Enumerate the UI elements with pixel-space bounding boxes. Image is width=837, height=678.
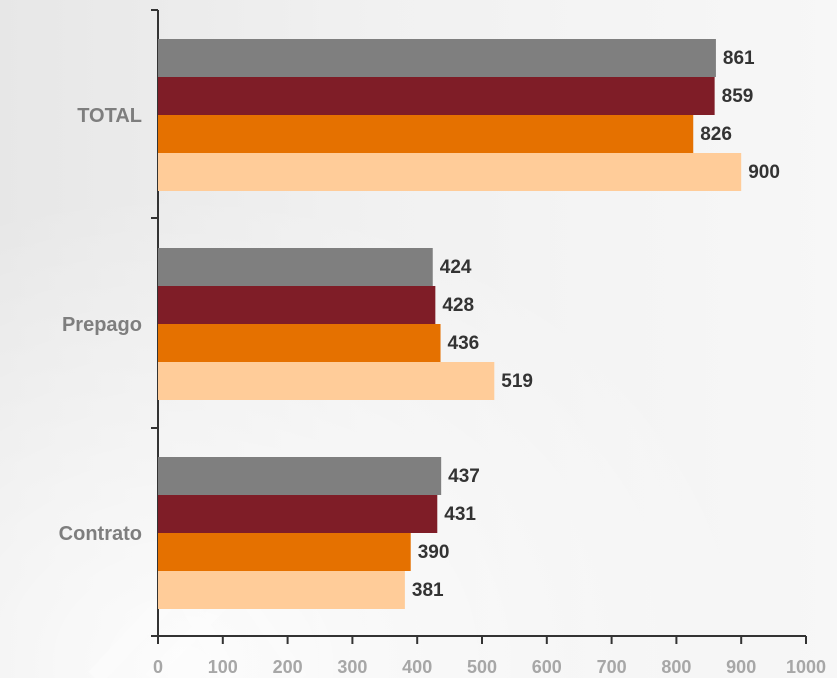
- x-axis-tick-label: 700: [597, 657, 627, 677]
- bar-value-label: 436: [448, 333, 480, 354]
- x-axis-tick-label: 100: [208, 657, 238, 677]
- bar: [158, 362, 495, 400]
- bar: [158, 571, 405, 609]
- bar: [158, 324, 441, 362]
- bar-value-label: 826: [700, 124, 732, 145]
- bar-value-label: 431: [444, 504, 476, 525]
- x-axis-tick-label: 1000: [786, 657, 826, 677]
- category-label: Contrato: [59, 523, 142, 545]
- x-axis-tick-label: 400: [402, 657, 432, 677]
- labels-layer: 0 100 200 300 400 500 600 700 800 900 1000 TOTAL 861…: [59, 48, 826, 677]
- category-label: TOTAL: [77, 105, 142, 127]
- bar-value-label: 428: [442, 295, 474, 316]
- bar-value-label: 861: [723, 48, 755, 69]
- x-axis-tick-label: 0: [153, 657, 163, 677]
- x-axis-tick-label: 200: [273, 657, 303, 677]
- bar: [158, 495, 438, 533]
- bar-value-label: 381: [412, 580, 444, 601]
- bar: [158, 533, 411, 571]
- bar: [158, 286, 436, 324]
- bar: [158, 115, 694, 153]
- category-label: Prepago: [62, 314, 142, 336]
- bar-value-label: 859: [722, 86, 754, 107]
- x-axis-tick-label: 800: [661, 657, 691, 677]
- bar-value-label: 437: [448, 466, 480, 487]
- bar-value-label: 900: [748, 162, 780, 183]
- bar-value-label: 424: [440, 257, 472, 278]
- bar: [158, 153, 742, 191]
- bar: [158, 39, 716, 77]
- bar: [158, 248, 433, 286]
- bars-layer: [158, 39, 742, 609]
- x-axis-tick-label: 500: [467, 657, 497, 677]
- bar-value-label: 390: [418, 542, 450, 563]
- x-axis-tick-label: 300: [337, 657, 367, 677]
- x-axis-tick-label: 600: [532, 657, 562, 677]
- bar: [158, 457, 442, 495]
- bar-value-label: 519: [501, 371, 533, 392]
- bar: [158, 77, 715, 115]
- x-axis-tick-label: 900: [726, 657, 756, 677]
